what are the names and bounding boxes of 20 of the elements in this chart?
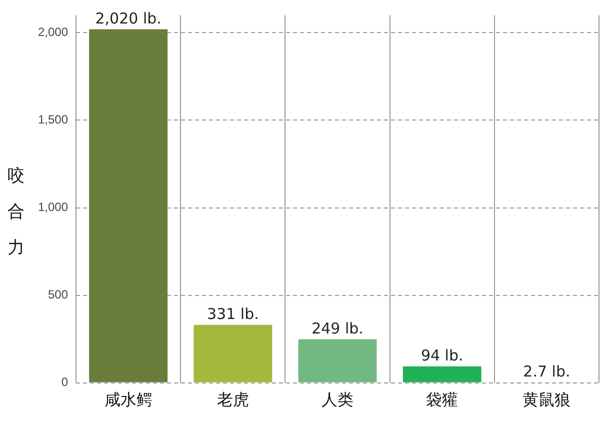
bar	[89, 29, 168, 382]
y-tick-label: 0	[61, 375, 68, 390]
y-tick-label: 1,000	[38, 200, 68, 214]
bar	[298, 339, 377, 382]
y-axis-title: 咬合力	[6, 165, 26, 260]
data-label: 331 lb.	[206, 305, 259, 324]
x-tick-label: 袋獾	[426, 390, 458, 409]
data-label: 94 lb.	[420, 346, 464, 365]
data-label: 2.7 lb.	[523, 362, 570, 381]
y-tick-label: 500	[48, 288, 68, 302]
x-tick-label: 黄鼠狼	[522, 390, 571, 409]
x-tick-label: 咸水鳄	[104, 390, 152, 409]
y-tick-label: 2,000	[38, 25, 68, 40]
x-tick-label: 人类	[322, 390, 354, 409]
bar	[194, 324, 272, 382]
bar	[402, 366, 482, 382]
data-label: 249 lb.	[312, 320, 364, 338]
data-label: 2,020 lb.	[95, 10, 162, 28]
y-tick-label: 1,500	[38, 112, 68, 127]
x-tick-label: 老虎	[216, 390, 249, 409]
